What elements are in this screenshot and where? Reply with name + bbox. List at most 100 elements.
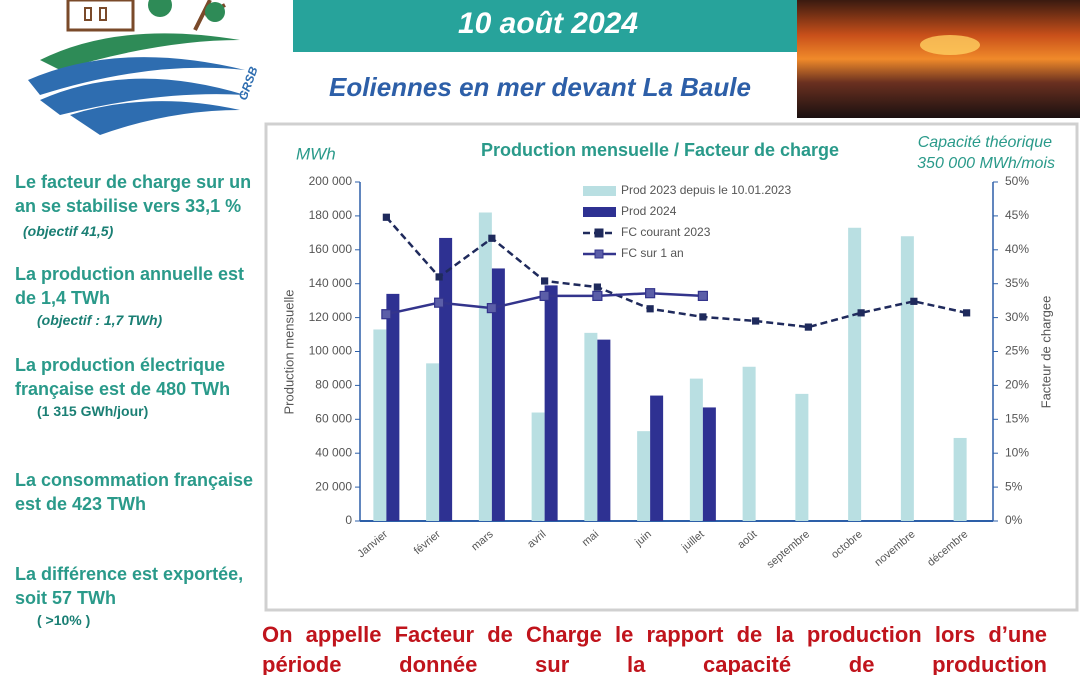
photo-sun [920,35,980,55]
bar [900,236,914,522]
logo: GRSB [28,0,261,135]
sidebar-note: (objectif 41,5) [23,223,114,239]
sidebar-text: La production électrique française est d… [15,355,231,399]
y2-tick-label: 35% [1005,276,1029,290]
bar [650,395,664,521]
y2-tick-label: 20% [1005,378,1029,392]
bar [795,393,809,521]
logo-text: GRSB [236,64,261,102]
y-tick-label: 120 000 [309,310,353,324]
bar [491,268,505,521]
y-tick-label: 100 000 [309,344,353,358]
line-marker [963,309,971,317]
line-marker [592,290,603,302]
legend-label: Prod 2023 depuis le 10.01.2023 [621,183,791,197]
line-marker [539,290,550,302]
sidebar-note: (objectif : 1,7 TWh) [37,312,163,328]
y2-tick-label: 5% [1005,479,1023,493]
legend-label: FC sur 1 an [621,246,684,260]
line-marker [857,309,865,317]
line-marker [645,288,656,299]
unit-label: MWh [296,144,336,163]
line-marker [382,213,390,221]
y2-tick-label: 15% [1005,411,1029,425]
y-tick-label: 160 000 [309,242,353,256]
line-marker [381,309,392,320]
line-marker [541,277,549,285]
y-tick-label: 80 000 [315,378,352,392]
sidebar-note: (1 315 GWh/jour) [37,403,149,419]
sidebar-note: ( >10% ) [37,612,91,628]
y-tick-label: 180 000 [309,208,353,222]
legend-swatch [594,249,604,259]
y2-tick-label: 10% [1005,445,1029,459]
line-marker [488,234,496,242]
sidebar-item: Le facteur de charge sur un an se stabil… [15,170,260,242]
line [385,216,967,329]
line-marker [752,317,760,325]
y-tick-label: 140 000 [309,276,353,290]
bar [742,366,756,521]
line-marker [910,297,918,305]
bar [478,212,492,521]
line-marker [486,303,497,314]
y-tick-label: 0 [345,513,352,527]
bar [953,437,967,521]
bar [702,407,716,521]
bar [426,363,440,521]
bar [439,237,453,521]
bar [637,431,651,521]
bar [689,378,703,521]
y2-tick-label: 30% [1005,310,1029,324]
bar [386,293,400,521]
line-marker [593,283,601,291]
legend-label: FC courant 2023 [621,225,711,239]
bar [597,339,611,521]
y2-axis-label: Facteur de chargee [1038,296,1053,409]
y-tick-label: 60 000 [315,411,352,425]
bar [544,285,558,521]
legend-swatch [583,207,616,217]
legend-swatch [594,228,604,238]
legend-swatch [583,186,616,196]
header-date: 10 août 2024 [458,7,638,40]
header-subtitle: Eoliennes en mer devant La Baule [329,72,751,102]
sidebar-item: La production électrique française est d… [15,353,260,421]
y-tick-label: 200 000 [309,174,353,188]
y2-tick-label: 40% [1005,242,1029,256]
line-marker [697,290,708,302]
line-marker [646,305,654,313]
y2-tick-label: 50% [1005,174,1029,188]
line-marker [804,323,812,331]
y-tick-label: 40 000 [315,445,352,459]
photo [797,0,1080,118]
header-band [293,0,797,52]
annotation: 350 000 MWh/mois [917,155,1055,172]
y2-tick-label: 45% [1005,208,1029,222]
legend-label: Prod 2024 [621,204,677,218]
bar [848,227,862,521]
sidebar-item: La différence est exportée, soit 57 TWh (… [15,562,260,630]
sidebar-text: La production annuelle est de 1,4 TWh [15,264,245,308]
line-marker [699,313,707,321]
sidebar-text: Le facteur de charge sur un an se stabil… [15,172,252,216]
y2-tick-label: 0% [1005,513,1023,527]
chart-title: Production mensuelle / Facteur de charge [481,140,839,160]
y-tick-label: 20 000 [315,479,352,493]
line-marker [435,273,443,281]
chart-frame [264,122,1079,612]
footer-text: On appelle Facteur de Charge le rapport … [262,622,1047,675]
bar [584,332,598,521]
bar [373,329,387,521]
sidebar-text: La consommation française est de 423 TWh [15,470,254,514]
annotation: Capacité théorique [918,134,1052,151]
y2-tick-label: 25% [1005,344,1029,358]
bar [531,412,545,521]
line-marker [434,297,445,308]
sidebar-item: La production annuelle est de 1,4 TWh (ob… [15,262,260,330]
y-axis-label: Production mensuelle [281,289,296,414]
sidebar-item: La consommation française est de 423 TWh [15,468,260,516]
sidebar-text: La différence est exportée, soit 57 TWh [15,564,244,608]
